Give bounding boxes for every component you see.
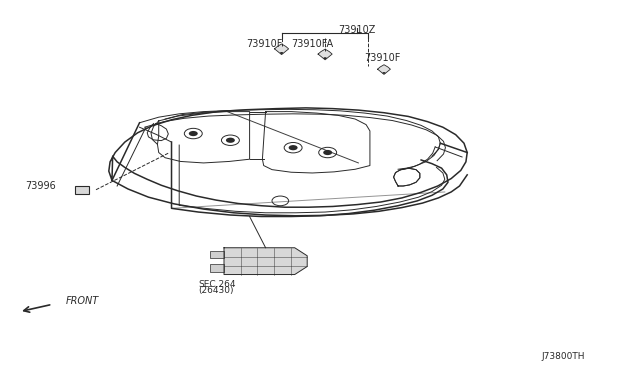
Polygon shape [318, 49, 332, 60]
Text: J73800TH: J73800TH [541, 352, 585, 361]
Text: 73910F: 73910F [365, 53, 401, 62]
Polygon shape [224, 248, 307, 275]
Text: 73910Z: 73910Z [339, 25, 376, 35]
Text: 73910FA: 73910FA [291, 39, 333, 49]
Text: (26430): (26430) [198, 286, 234, 295]
Polygon shape [378, 65, 390, 74]
Text: 73910F: 73910F [246, 39, 282, 49]
Circle shape [289, 145, 298, 150]
Bar [75, 186, 89, 194]
Circle shape [383, 72, 385, 74]
Circle shape [280, 52, 284, 54]
Circle shape [189, 131, 198, 136]
Circle shape [323, 150, 332, 155]
Circle shape [226, 138, 235, 143]
Bar [210, 264, 224, 272]
Text: 73996: 73996 [26, 181, 56, 191]
Polygon shape [394, 168, 420, 186]
Polygon shape [275, 44, 289, 55]
Text: SEC.264: SEC.264 [198, 280, 236, 289]
Text: FRONT: FRONT [65, 296, 99, 306]
Circle shape [323, 57, 327, 59]
Bar [210, 251, 224, 258]
